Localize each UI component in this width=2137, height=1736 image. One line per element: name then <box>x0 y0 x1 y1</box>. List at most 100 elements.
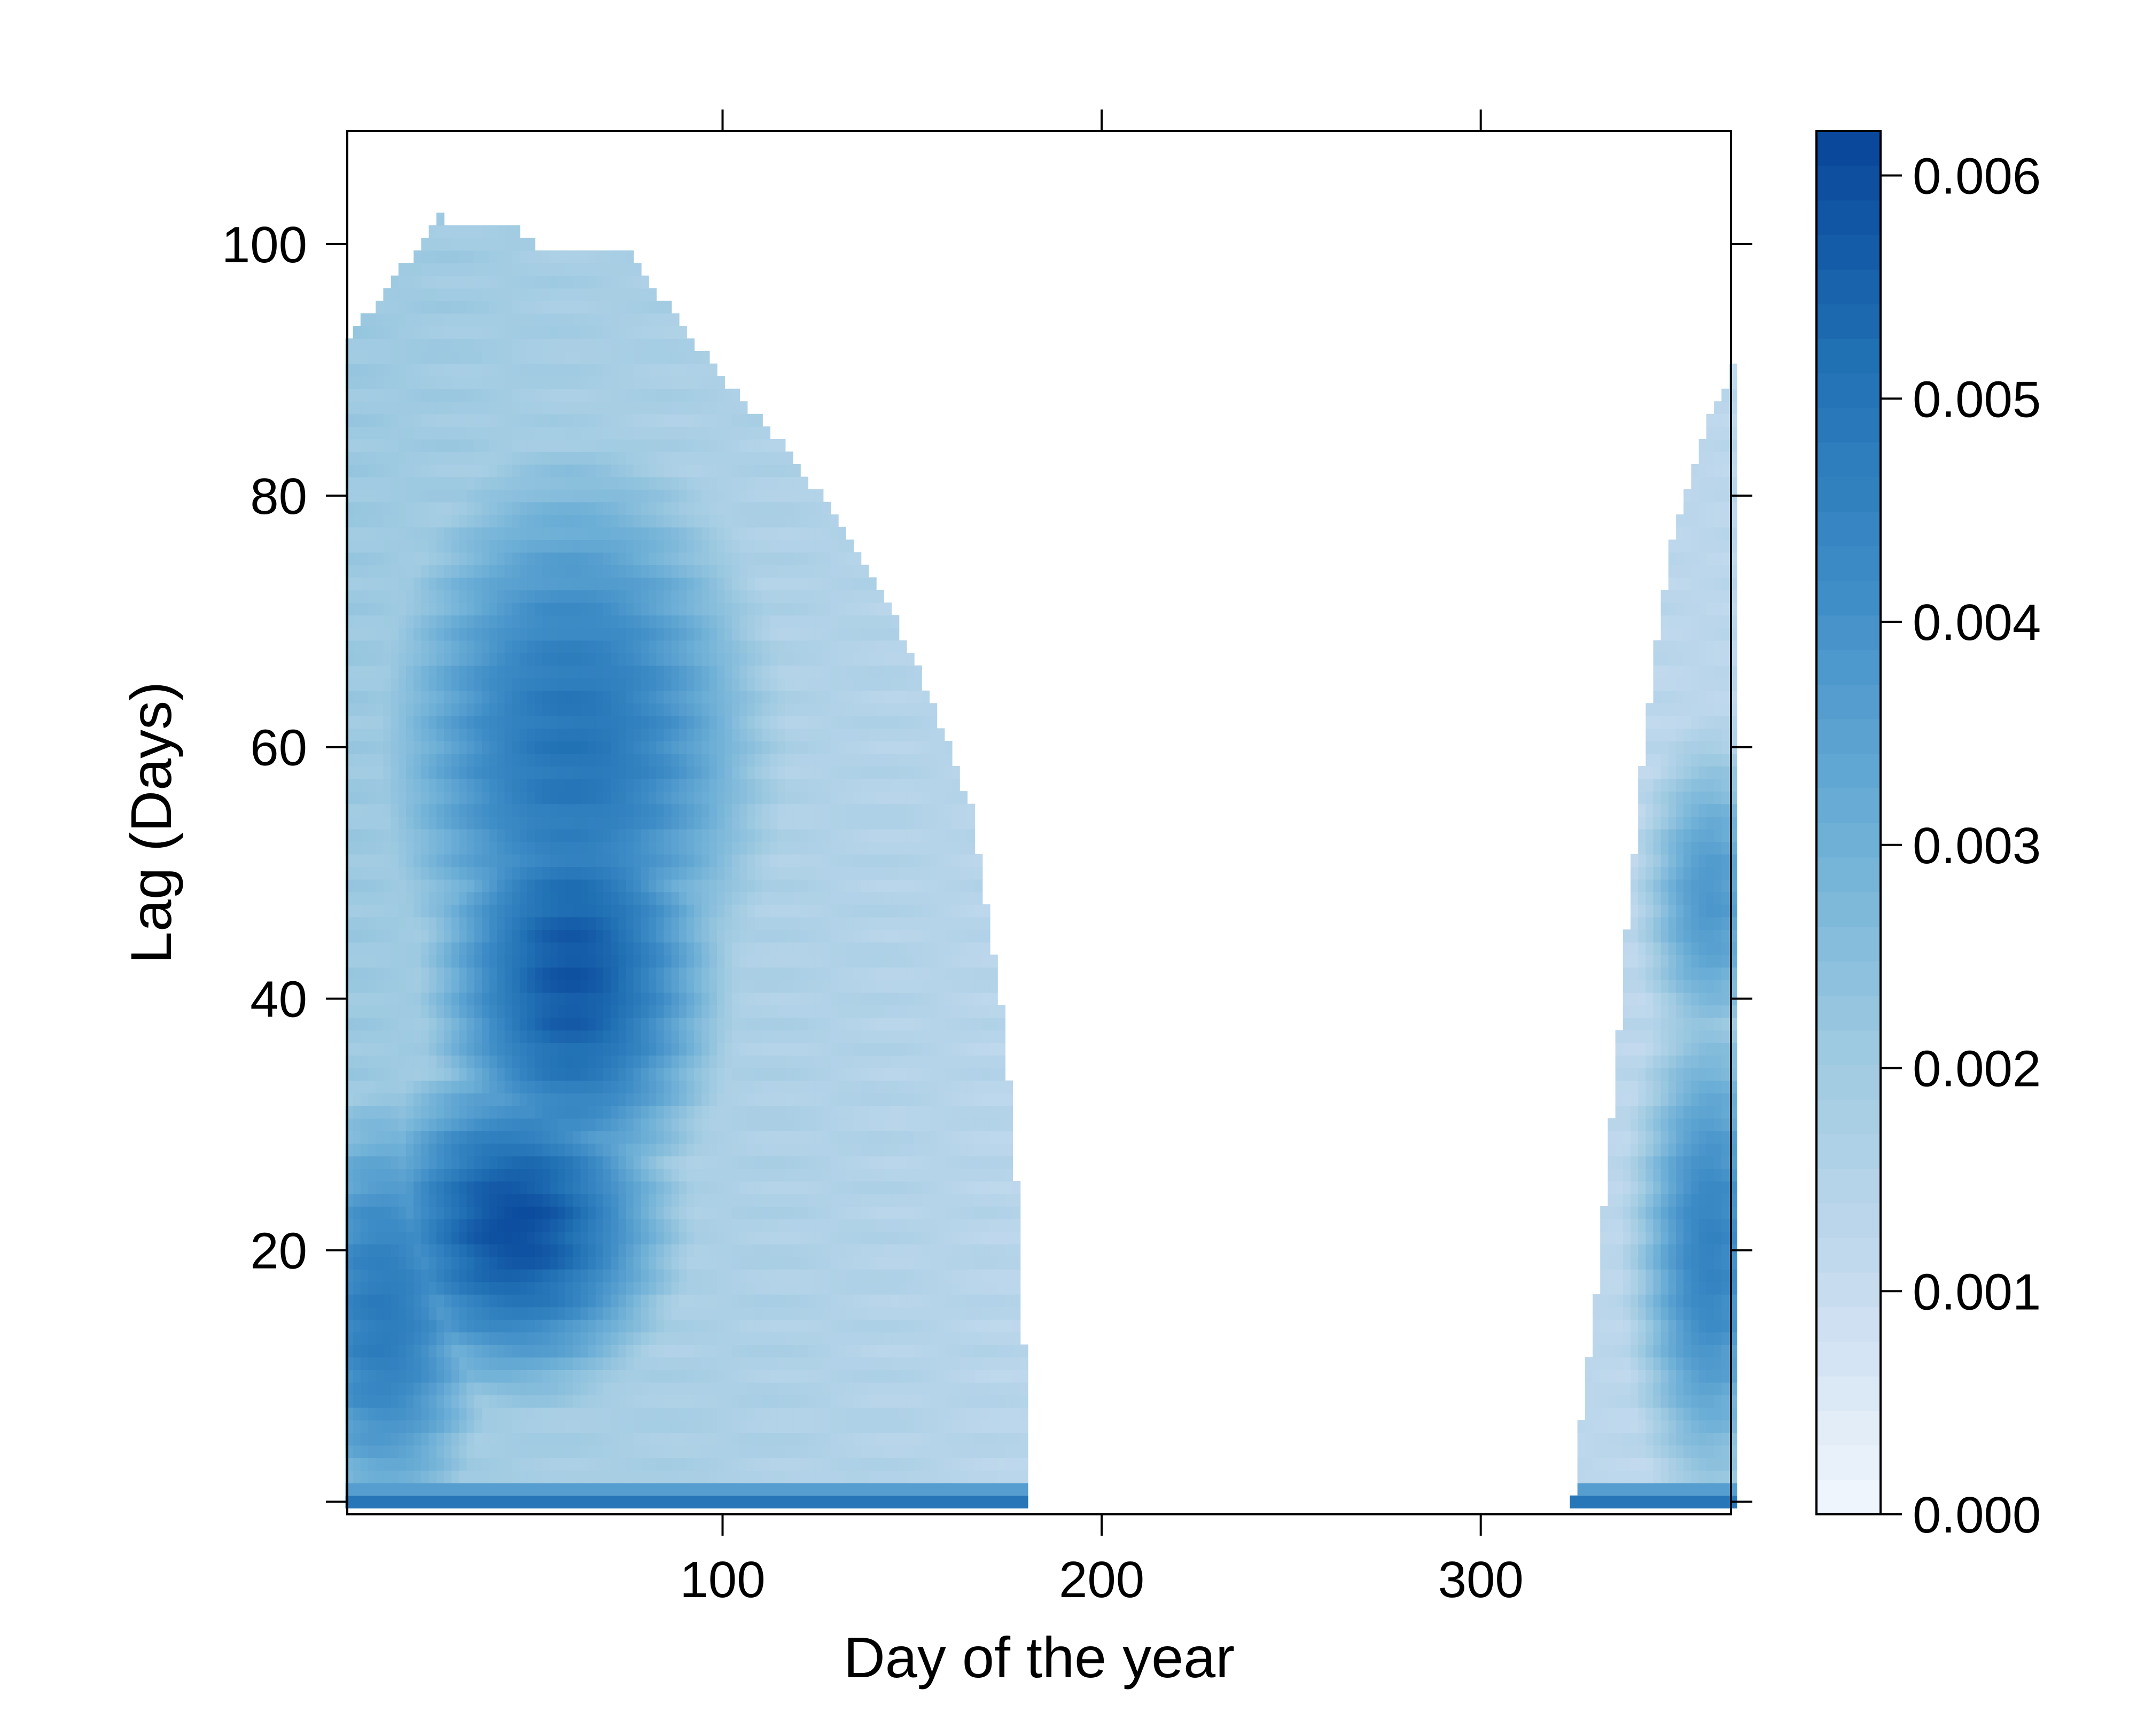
heatmap-cell <box>504 451 513 465</box>
heatmap-cell <box>701 942 710 955</box>
heatmap-cell <box>497 803 505 817</box>
heatmap-cell <box>694 1118 703 1131</box>
heatmap-cell <box>481 1168 490 1182</box>
heatmap-cell <box>649 741 657 754</box>
heatmap-cell <box>664 892 672 905</box>
heatmap-cell <box>573 1055 581 1068</box>
heatmap-cell <box>353 753 361 767</box>
heatmap-cell <box>603 1181 611 1194</box>
heatmap-cell <box>618 313 627 326</box>
heatmap-cell <box>451 1382 460 1396</box>
heatmap-cell <box>383 803 392 817</box>
heatmap-cell <box>414 678 422 691</box>
heatmap-cell <box>611 690 619 704</box>
heatmap-cell <box>512 1105 520 1119</box>
heatmap-cell <box>687 1005 695 1018</box>
heatmap-cell <box>512 1093 520 1106</box>
heatmap-cell <box>573 1030 581 1043</box>
heatmap-cell <box>678 388 687 402</box>
heatmap-cell <box>489 778 498 792</box>
heatmap-cell <box>353 1357 361 1370</box>
heatmap-cell <box>724 942 733 955</box>
heatmap-cell <box>709 841 717 855</box>
heatmap-cell <box>618 929 627 943</box>
heatmap-cell <box>626 1395 634 1408</box>
heatmap-cell <box>641 1130 649 1144</box>
heatmap-cell <box>376 791 384 804</box>
heatmap-cell <box>376 1181 384 1194</box>
heatmap-cell <box>535 828 543 842</box>
heatmap-cell <box>694 565 703 578</box>
heatmap-cell <box>512 841 520 855</box>
heatmap-cell <box>656 1080 665 1093</box>
heatmap-cell <box>451 892 460 905</box>
heatmap-cell <box>603 603 611 616</box>
heatmap-cell <box>444 703 452 716</box>
heatmap-cell <box>671 728 680 741</box>
heatmap-cell <box>489 275 498 289</box>
heatmap-cell <box>519 1156 528 1169</box>
heatmap-cell <box>588 1080 596 1093</box>
heatmap-cell <box>527 904 536 918</box>
heatmap-cell <box>557 1156 566 1169</box>
heatmap-cell <box>497 1307 505 1320</box>
heatmap-cell <box>649 791 657 804</box>
heatmap-cell <box>678 866 687 880</box>
heatmap-cell <box>497 1043 505 1056</box>
heatmap-cell <box>649 1043 657 1056</box>
heatmap-cell <box>687 955 695 968</box>
heatmap-cell <box>626 263 634 276</box>
heatmap-cell <box>656 439 665 452</box>
heatmap-cell <box>391 1218 399 1232</box>
heatmap-cell <box>618 728 627 741</box>
heatmap-cell <box>694 1105 703 1119</box>
heatmap-cell <box>489 1143 498 1156</box>
heatmap-cell <box>519 753 528 767</box>
heatmap-cell <box>656 1470 665 1483</box>
heatmap-cell <box>436 1294 444 1308</box>
heatmap-cell <box>421 1256 430 1270</box>
heatmap-cell <box>444 590 452 603</box>
heatmap-cell <box>701 628 710 641</box>
heatmap-cell <box>557 275 566 289</box>
heatmap-cell <box>724 665 733 678</box>
heatmap-cell <box>588 464 596 478</box>
heatmap-cell <box>474 1231 482 1245</box>
heatmap-cell <box>474 803 482 817</box>
heatmap-cell <box>459 791 467 804</box>
heatmap-cell <box>671 1181 680 1194</box>
heatmap-cell <box>519 828 528 842</box>
heatmap-cell <box>414 728 422 741</box>
heatmap-cell <box>664 603 672 616</box>
heatmap-cell <box>406 904 414 918</box>
heatmap-cell <box>383 1332 392 1345</box>
heatmap-cell <box>588 577 596 591</box>
heatmap-cell <box>414 590 422 603</box>
heatmap-cell <box>626 590 634 603</box>
heatmap-cell <box>687 1018 695 1031</box>
heatmap-cell <box>687 401 695 415</box>
heatmap-cell <box>603 1206 611 1219</box>
heatmap-cell <box>565 1433 573 1446</box>
heatmap-cell <box>376 1395 384 1408</box>
heatmap-cell <box>633 1281 642 1295</box>
heatmap-cell <box>519 476 528 490</box>
heatmap-cell <box>580 388 589 402</box>
heatmap-cell <box>618 1370 627 1383</box>
heatmap-cell <box>618 1080 627 1093</box>
heatmap-cell <box>512 1433 520 1446</box>
heatmap-cell <box>360 1193 369 1207</box>
heatmap-cell <box>641 1445 649 1458</box>
heatmap-cell <box>353 552 361 566</box>
heatmap-cell <box>580 1156 589 1169</box>
heatmap-cell <box>649 1218 657 1232</box>
heatmap-cell <box>444 879 452 893</box>
heatmap-cell <box>618 527 627 540</box>
heatmap-cell <box>406 313 414 326</box>
heatmap-cell <box>701 1269 710 1283</box>
heatmap-cell <box>368 1407 376 1421</box>
heatmap-cell <box>573 603 581 616</box>
heatmap-cell <box>649 628 657 641</box>
heatmap-cell <box>504 476 513 490</box>
heatmap-cell <box>376 1256 384 1270</box>
